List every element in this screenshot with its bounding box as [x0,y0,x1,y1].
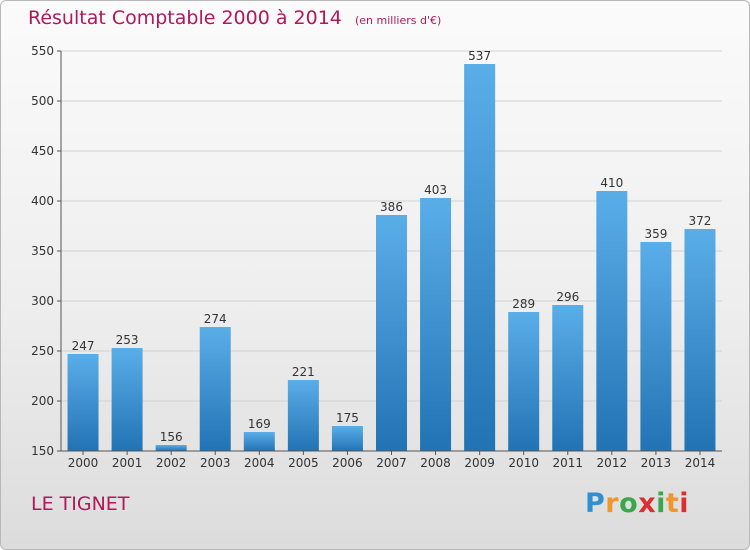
x-tick-label: 2001 [112,456,143,470]
bar [420,198,452,451]
x-tick-label: 2011 [552,456,583,470]
proxiti-logo: Proxiti [585,488,689,519]
data-label: 403 [424,183,447,197]
bar [287,380,319,451]
data-label: 156 [160,430,183,444]
data-label: 410 [600,176,623,190]
logo-letter: i [679,488,690,519]
x-tick-label: 2002 [156,456,187,470]
y-tick-label: 200 [31,394,54,408]
bar [376,215,407,451]
data-label: 274 [204,312,227,326]
y-tick-label: 350 [31,244,54,258]
x-tick-label: 2006 [332,456,363,470]
bar [596,191,628,451]
x-tick-label: 2000 [68,456,99,470]
bar [640,242,672,451]
x-tick-label: 2009 [464,456,495,470]
x-tick-label: 2012 [597,456,628,470]
y-tick-label: 550 [31,44,54,58]
y-tick-label: 400 [31,194,54,208]
title-text: Résultat Comptable 2000 à 2014 [28,7,342,29]
data-label: 386 [380,200,403,214]
y-tick-label: 500 [31,94,54,108]
bar [155,445,187,451]
y-tick-label: 250 [31,344,54,358]
data-label: 537 [468,49,491,63]
data-label: 372 [689,214,712,228]
x-tick-label: 2005 [288,456,319,470]
y-tick-label: 150 [31,444,54,458]
x-tick-label: 2004 [244,456,275,470]
labels: 150 200 250 300 350 400 450 500 550 247 2000 253 200… [31,44,715,470]
x-tick-label: 2008 [420,456,451,470]
bar [508,312,540,451]
y-tick-label: 450 [31,144,54,158]
data-label: 221 [292,365,315,379]
x-tick-label: 2014 [685,456,716,470]
bar [111,348,143,451]
logo-letter: o [619,488,639,519]
data-label: 175 [336,411,359,425]
logo-letter: x [638,488,657,519]
data-label: 169 [248,417,271,431]
logo-letter: i [656,488,666,519]
logo-letter: r [605,488,620,519]
bar [552,305,584,451]
data-label: 296 [556,290,579,304]
data-label: 289 [512,297,535,311]
axes [57,50,722,455]
x-tick-label: 2007 [376,456,407,470]
data-label: 253 [116,333,139,347]
bar [67,354,99,451]
bar [331,426,363,451]
location-name: LE TIGNET [31,493,130,515]
bar [684,229,716,451]
chart-title: Résultat Comptable 2000 à 2014 (en milli… [28,7,441,29]
y-tick-label: 300 [31,294,54,308]
logo-letter: P [585,488,606,519]
data-label: 359 [644,227,667,241]
x-tick-label: 2003 [200,456,231,470]
logo-letter: t [665,488,680,519]
bar [464,64,496,451]
x-tick-label: 2010 [508,456,539,470]
bars [67,64,716,451]
bar [199,327,231,451]
bar [243,432,275,451]
x-tick-label: 2013 [641,456,672,470]
title-unit: (en milliers d'€) [354,14,442,27]
data-label: 247 [72,339,95,353]
